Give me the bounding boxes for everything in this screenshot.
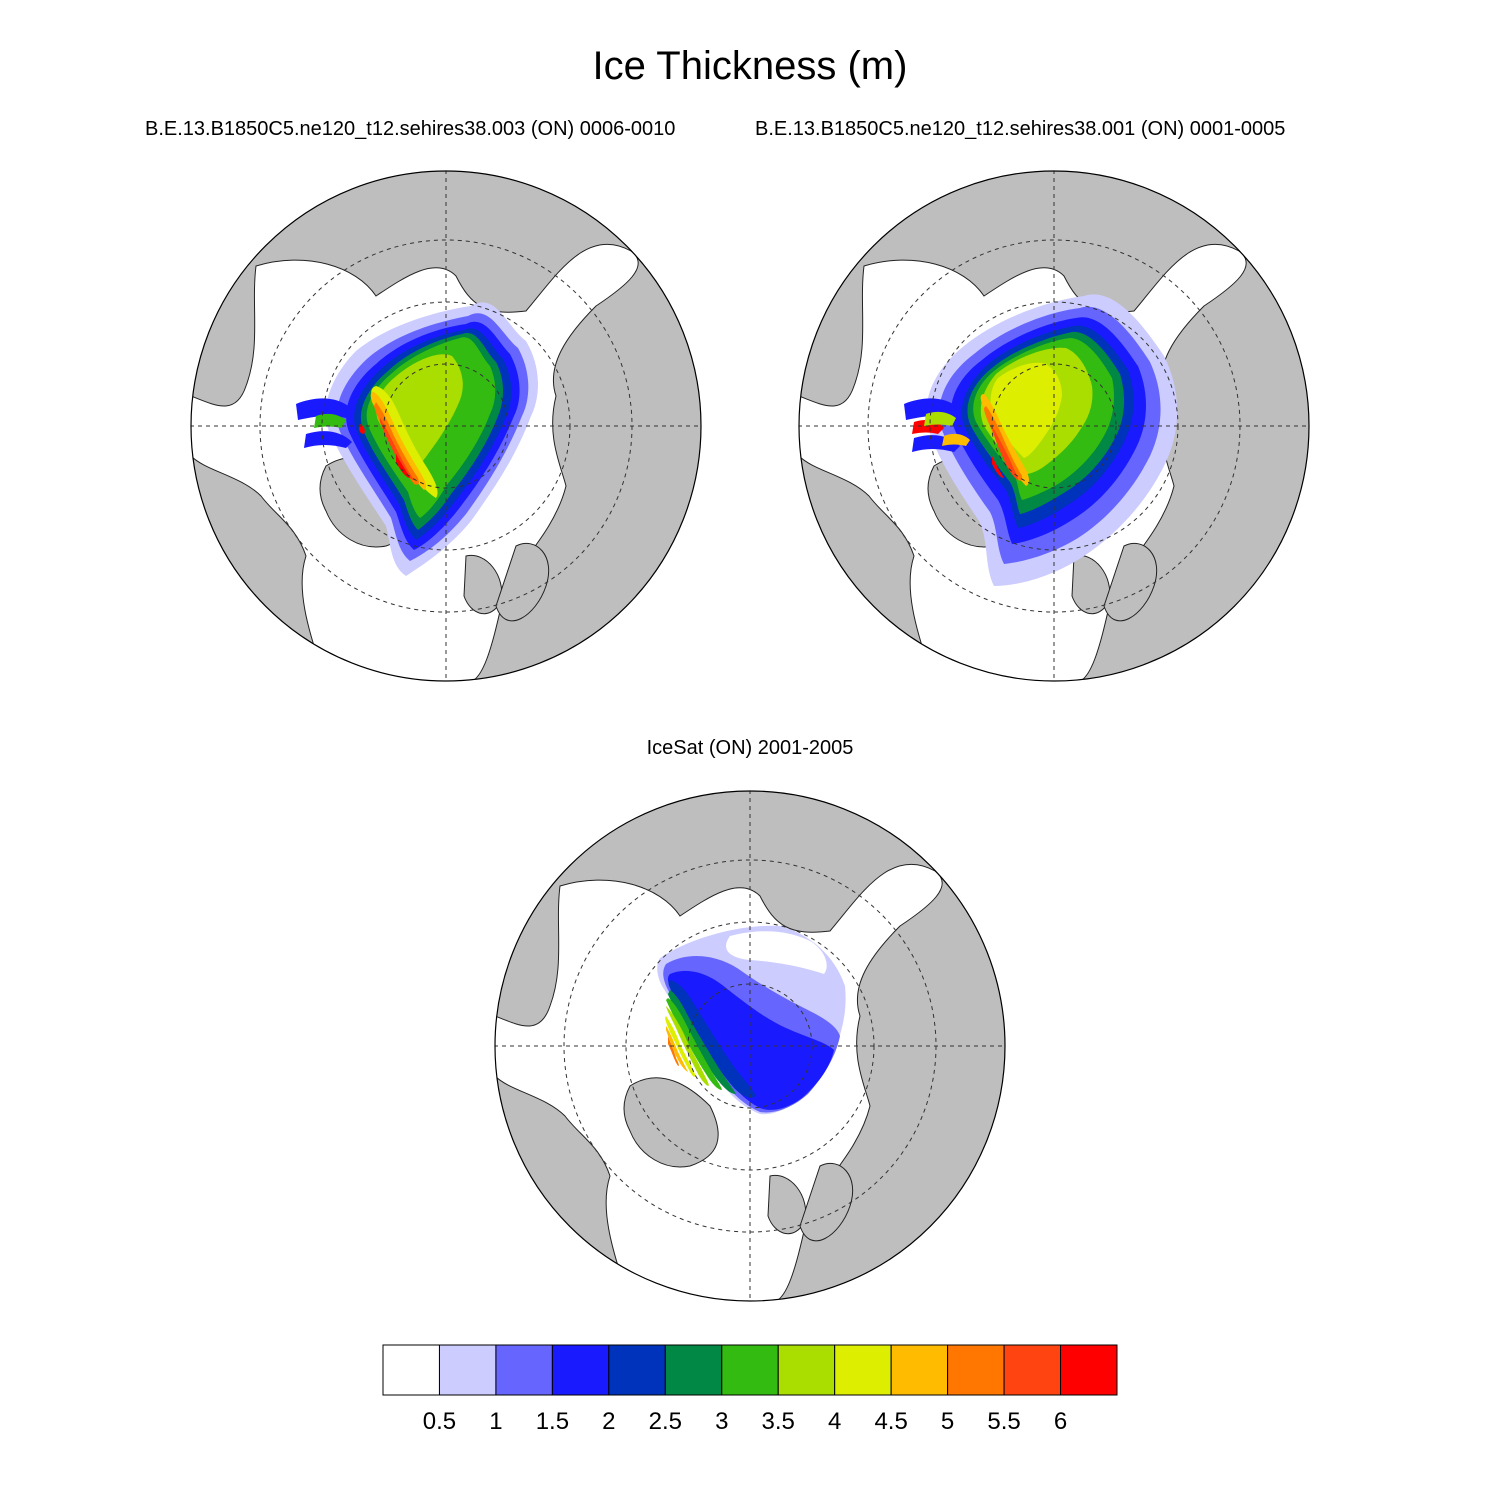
graticule-lines — [495, 791, 1005, 1301]
colorbar-tick-label: 4.5 — [874, 1408, 908, 1435]
colorbar-tick-label: 3 — [715, 1408, 729, 1435]
ice-thickness-field — [657, 925, 846, 1115]
figure-title: Ice Thickness (m) — [592, 44, 908, 88]
panel-1-polar-map — [190, 170, 702, 682]
panel-3-subtitle: IceSat (ON) 2001-2005 — [646, 737, 854, 759]
colorbar-swatch — [382, 1344, 440, 1396]
colorbar-swatch — [1003, 1344, 1062, 1396]
graticule-lines — [191, 171, 701, 681]
colorbar-swatch — [438, 1344, 497, 1396]
colorbar-tick-label: 5 — [940, 1408, 955, 1435]
ice-thickness-field — [904, 294, 1178, 586]
colorbar-swatch — [890, 1344, 949, 1396]
colorbar-tick-label: 6 — [1053, 1408, 1068, 1435]
colorbar-tick-label: 1.5 — [535, 1408, 570, 1435]
panel-2-polar-map — [798, 170, 1310, 682]
colorbar-swatch — [834, 1344, 892, 1396]
ice-thickness-field — [296, 302, 538, 577]
colorbar-swatch — [1060, 1344, 1118, 1396]
colorbar-swatch — [551, 1344, 610, 1396]
colorbar-tick-label: 5.5 — [987, 1408, 1021, 1435]
map-border — [798, 170, 1310, 682]
map-border — [190, 170, 702, 682]
colorbar-swatch — [947, 1344, 1005, 1396]
colorbar-swatch — [777, 1344, 836, 1396]
colorbar-tick-label: 1 — [489, 1408, 503, 1435]
colorbar-tick-label: 4 — [828, 1408, 842, 1435]
colorbar-tick-label: 3.5 — [761, 1408, 795, 1435]
colorbar-swatch — [608, 1344, 666, 1396]
colorbar-swatch — [721, 1344, 779, 1396]
colorbar-tick-label: 0.5 — [422, 1408, 457, 1435]
colorbar-swatch — [664, 1344, 723, 1396]
colorbar-tick-label: 2.5 — [648, 1408, 682, 1435]
panel-3-polar-map — [494, 790, 1006, 1302]
graticule-lines — [799, 171, 1309, 681]
colorbar — [382, 1344, 1118, 1396]
panel-2-subtitle: B.E.13.B1850C5.ne120_t12.sehires38.001 (… — [755, 118, 1286, 140]
map-border — [494, 790, 1006, 1302]
colorbar-swatch — [495, 1344, 553, 1396]
panel-1-subtitle: B.E.13.B1850C5.ne120_t12.sehires38.003 (… — [145, 118, 676, 140]
colorbar-tick-label: 2 — [602, 1408, 616, 1435]
